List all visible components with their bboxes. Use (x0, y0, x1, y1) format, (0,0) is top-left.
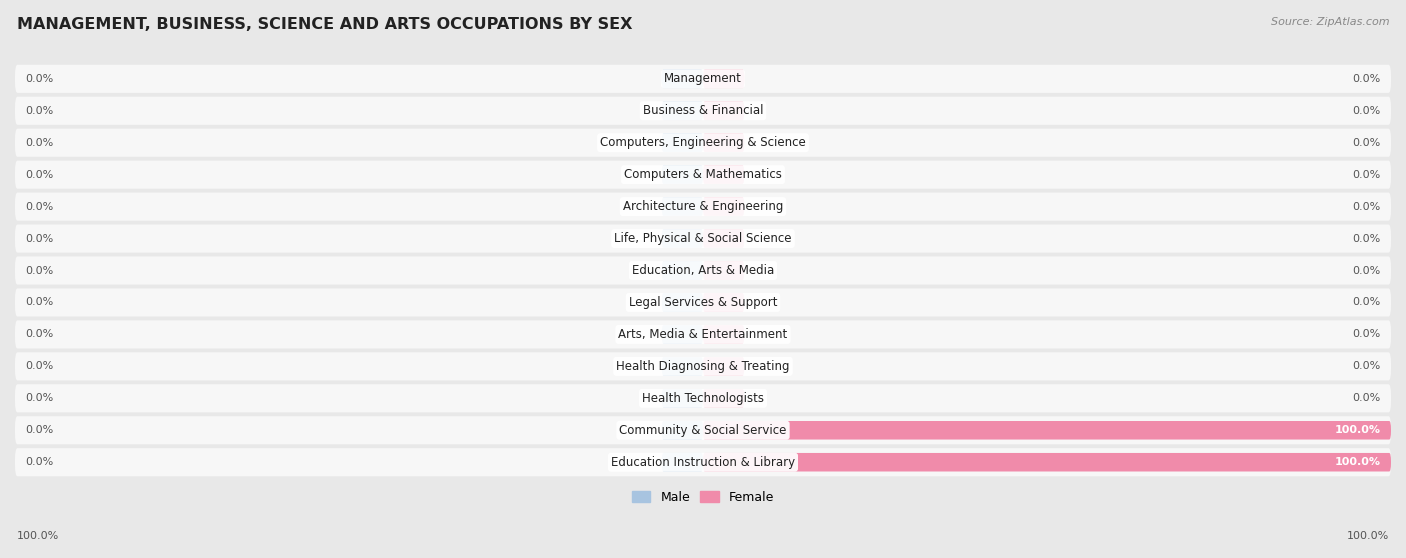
Text: Education, Arts & Media: Education, Arts & Media (631, 264, 775, 277)
Text: 0.0%: 0.0% (1353, 329, 1381, 339)
Text: 0.0%: 0.0% (1353, 362, 1381, 372)
FancyBboxPatch shape (703, 102, 744, 120)
FancyBboxPatch shape (703, 357, 744, 376)
Text: 0.0%: 0.0% (25, 457, 53, 467)
FancyBboxPatch shape (662, 325, 703, 344)
FancyBboxPatch shape (703, 165, 744, 184)
Text: 0.0%: 0.0% (25, 329, 53, 339)
Text: 0.0%: 0.0% (1353, 201, 1381, 211)
Text: 0.0%: 0.0% (25, 106, 53, 116)
FancyBboxPatch shape (703, 133, 744, 152)
Legend: Male, Female: Male, Female (627, 486, 779, 509)
FancyBboxPatch shape (15, 416, 1391, 444)
Text: Architecture & Engineering: Architecture & Engineering (623, 200, 783, 213)
Text: Life, Physical & Social Science: Life, Physical & Social Science (614, 232, 792, 245)
Text: 0.0%: 0.0% (25, 74, 53, 84)
FancyBboxPatch shape (662, 102, 703, 120)
FancyBboxPatch shape (662, 293, 703, 312)
FancyBboxPatch shape (703, 421, 1391, 440)
Text: 0.0%: 0.0% (1353, 106, 1381, 116)
Text: Community & Social Service: Community & Social Service (619, 424, 787, 437)
FancyBboxPatch shape (15, 352, 1391, 381)
FancyBboxPatch shape (15, 448, 1391, 477)
FancyBboxPatch shape (703, 293, 744, 312)
Text: MANAGEMENT, BUSINESS, SCIENCE AND ARTS OCCUPATIONS BY SEX: MANAGEMENT, BUSINESS, SCIENCE AND ARTS O… (17, 17, 633, 32)
FancyBboxPatch shape (662, 198, 703, 216)
FancyBboxPatch shape (15, 288, 1391, 316)
FancyBboxPatch shape (703, 453, 1391, 472)
FancyBboxPatch shape (15, 320, 1391, 349)
Text: Arts, Media & Entertainment: Arts, Media & Entertainment (619, 328, 787, 341)
Text: 0.0%: 0.0% (1353, 266, 1381, 276)
FancyBboxPatch shape (15, 161, 1391, 189)
Text: Computers & Mathematics: Computers & Mathematics (624, 168, 782, 181)
Text: 0.0%: 0.0% (1353, 393, 1381, 403)
Text: 0.0%: 0.0% (25, 362, 53, 372)
FancyBboxPatch shape (15, 97, 1391, 125)
FancyBboxPatch shape (15, 129, 1391, 157)
FancyBboxPatch shape (662, 453, 703, 472)
FancyBboxPatch shape (15, 257, 1391, 285)
Text: 0.0%: 0.0% (1353, 170, 1381, 180)
FancyBboxPatch shape (662, 261, 703, 280)
FancyBboxPatch shape (703, 198, 744, 216)
FancyBboxPatch shape (703, 325, 744, 344)
Text: 100.0%: 100.0% (1334, 425, 1381, 435)
Text: 100.0%: 100.0% (1334, 457, 1381, 467)
Text: 0.0%: 0.0% (25, 266, 53, 276)
Text: Education Instruction & Library: Education Instruction & Library (612, 456, 794, 469)
Text: 0.0%: 0.0% (25, 201, 53, 211)
Text: Computers, Engineering & Science: Computers, Engineering & Science (600, 136, 806, 149)
FancyBboxPatch shape (15, 193, 1391, 220)
Text: 0.0%: 0.0% (1353, 138, 1381, 148)
Text: Health Technologists: Health Technologists (643, 392, 763, 405)
Text: 100.0%: 100.0% (1347, 531, 1389, 541)
Text: 0.0%: 0.0% (1353, 234, 1381, 244)
FancyBboxPatch shape (703, 229, 744, 248)
FancyBboxPatch shape (703, 261, 744, 280)
Text: Business & Financial: Business & Financial (643, 104, 763, 117)
Text: 0.0%: 0.0% (1353, 74, 1381, 84)
FancyBboxPatch shape (15, 224, 1391, 253)
FancyBboxPatch shape (662, 70, 703, 88)
Text: Health Diagnosing & Treating: Health Diagnosing & Treating (616, 360, 790, 373)
FancyBboxPatch shape (703, 70, 744, 88)
Text: Source: ZipAtlas.com: Source: ZipAtlas.com (1271, 17, 1389, 27)
Text: 0.0%: 0.0% (25, 393, 53, 403)
FancyBboxPatch shape (15, 384, 1391, 412)
Text: 0.0%: 0.0% (25, 425, 53, 435)
Text: 100.0%: 100.0% (17, 531, 59, 541)
FancyBboxPatch shape (662, 389, 703, 407)
Text: Legal Services & Support: Legal Services & Support (628, 296, 778, 309)
Text: Management: Management (664, 73, 742, 85)
FancyBboxPatch shape (703, 389, 744, 407)
Text: 0.0%: 0.0% (25, 170, 53, 180)
FancyBboxPatch shape (15, 65, 1391, 93)
Text: 0.0%: 0.0% (1353, 297, 1381, 307)
Text: 0.0%: 0.0% (25, 234, 53, 244)
FancyBboxPatch shape (662, 165, 703, 184)
FancyBboxPatch shape (662, 421, 703, 440)
FancyBboxPatch shape (662, 133, 703, 152)
FancyBboxPatch shape (662, 229, 703, 248)
Text: 0.0%: 0.0% (25, 297, 53, 307)
FancyBboxPatch shape (662, 357, 703, 376)
Text: 0.0%: 0.0% (25, 138, 53, 148)
